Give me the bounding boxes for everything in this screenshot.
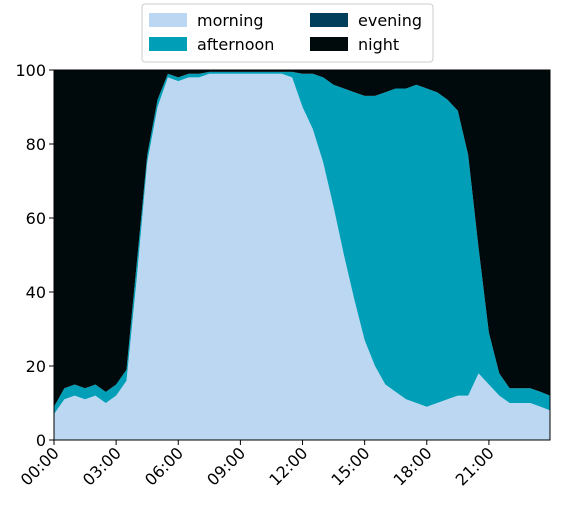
legend-swatch-evening — [310, 13, 348, 27]
y-tick-label: 60 — [26, 209, 46, 228]
legend-label-afternoon: afternoon — [197, 35, 274, 54]
legend-frame — [141, 3, 434, 63]
legend-label-night: night — [358, 35, 399, 54]
x-tick-label: 18:00 — [390, 443, 436, 489]
y-tick-label: 40 — [26, 283, 46, 302]
legend-swatch-morning — [149, 13, 187, 27]
y-tick-label: 80 — [26, 135, 46, 154]
x-tick-label: 03:00 — [79, 443, 125, 489]
area-layers — [54, 70, 550, 440]
y-axis: 0 20 40 60 80 100 — [15, 61, 54, 450]
legend: morning afternoon evening night — [141, 3, 434, 63]
area-night — [54, 70, 550, 407]
x-tick-label: 15:00 — [327, 443, 373, 489]
area-morning — [54, 73, 550, 440]
legend-label-evening: evening — [358, 11, 422, 30]
legend-swatch-afternoon — [149, 37, 187, 51]
x-axis: 00:00 03:00 06:00 09:00 12:00 15:00 18:00 21:00 — [17, 440, 498, 489]
y-tick-label: 20 — [26, 357, 46, 376]
x-tick-label: 21:00 — [452, 443, 498, 489]
x-tick-label: 00:00 — [17, 443, 63, 489]
plot-frame — [53, 69, 551, 441]
legend-label-morning: morning — [197, 11, 264, 30]
y-tick-label: 100 — [15, 61, 46, 80]
x-tick-label: 12:00 — [265, 443, 311, 489]
x-tick-label: 09:00 — [203, 443, 249, 489]
legend-swatch-night — [310, 37, 348, 51]
area-afternoon — [54, 71, 550, 415]
y-tick-label: 0 — [36, 431, 46, 450]
x-tick-label: 06:00 — [141, 443, 187, 489]
